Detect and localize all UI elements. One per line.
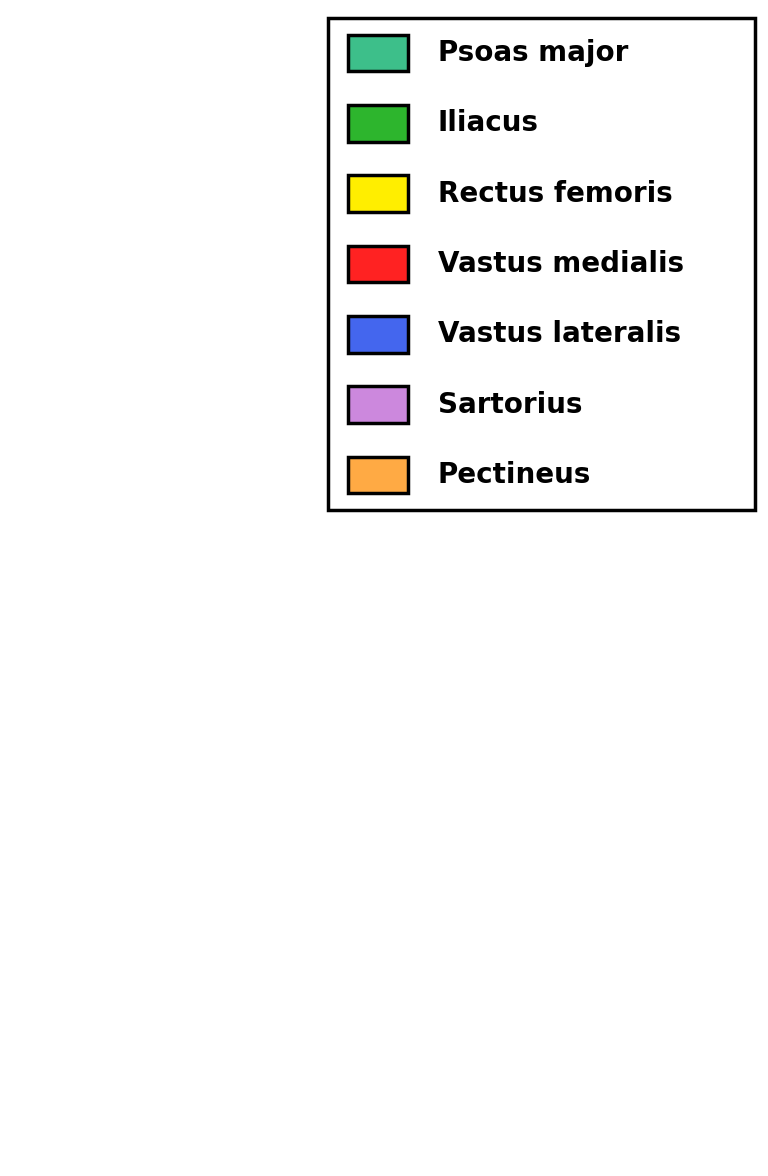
Text: Pectineus: Pectineus: [438, 461, 591, 489]
Bar: [348, 456, 408, 493]
Bar: [348, 105, 408, 141]
Text: Vastus medialis: Vastus medialis: [438, 250, 684, 278]
Text: Psoas major: Psoas major: [438, 39, 628, 67]
Text: Vastus lateralis: Vastus lateralis: [438, 320, 681, 348]
Bar: [348, 175, 408, 212]
Bar: [348, 246, 408, 282]
Text: Sartorius: Sartorius: [438, 390, 582, 419]
Bar: [348, 316, 408, 353]
Text: Iliacus: Iliacus: [438, 109, 539, 138]
Text: Rectus femoris: Rectus femoris: [438, 180, 673, 208]
Bar: [328, 18, 755, 510]
Bar: [348, 386, 408, 423]
Bar: [348, 35, 408, 72]
